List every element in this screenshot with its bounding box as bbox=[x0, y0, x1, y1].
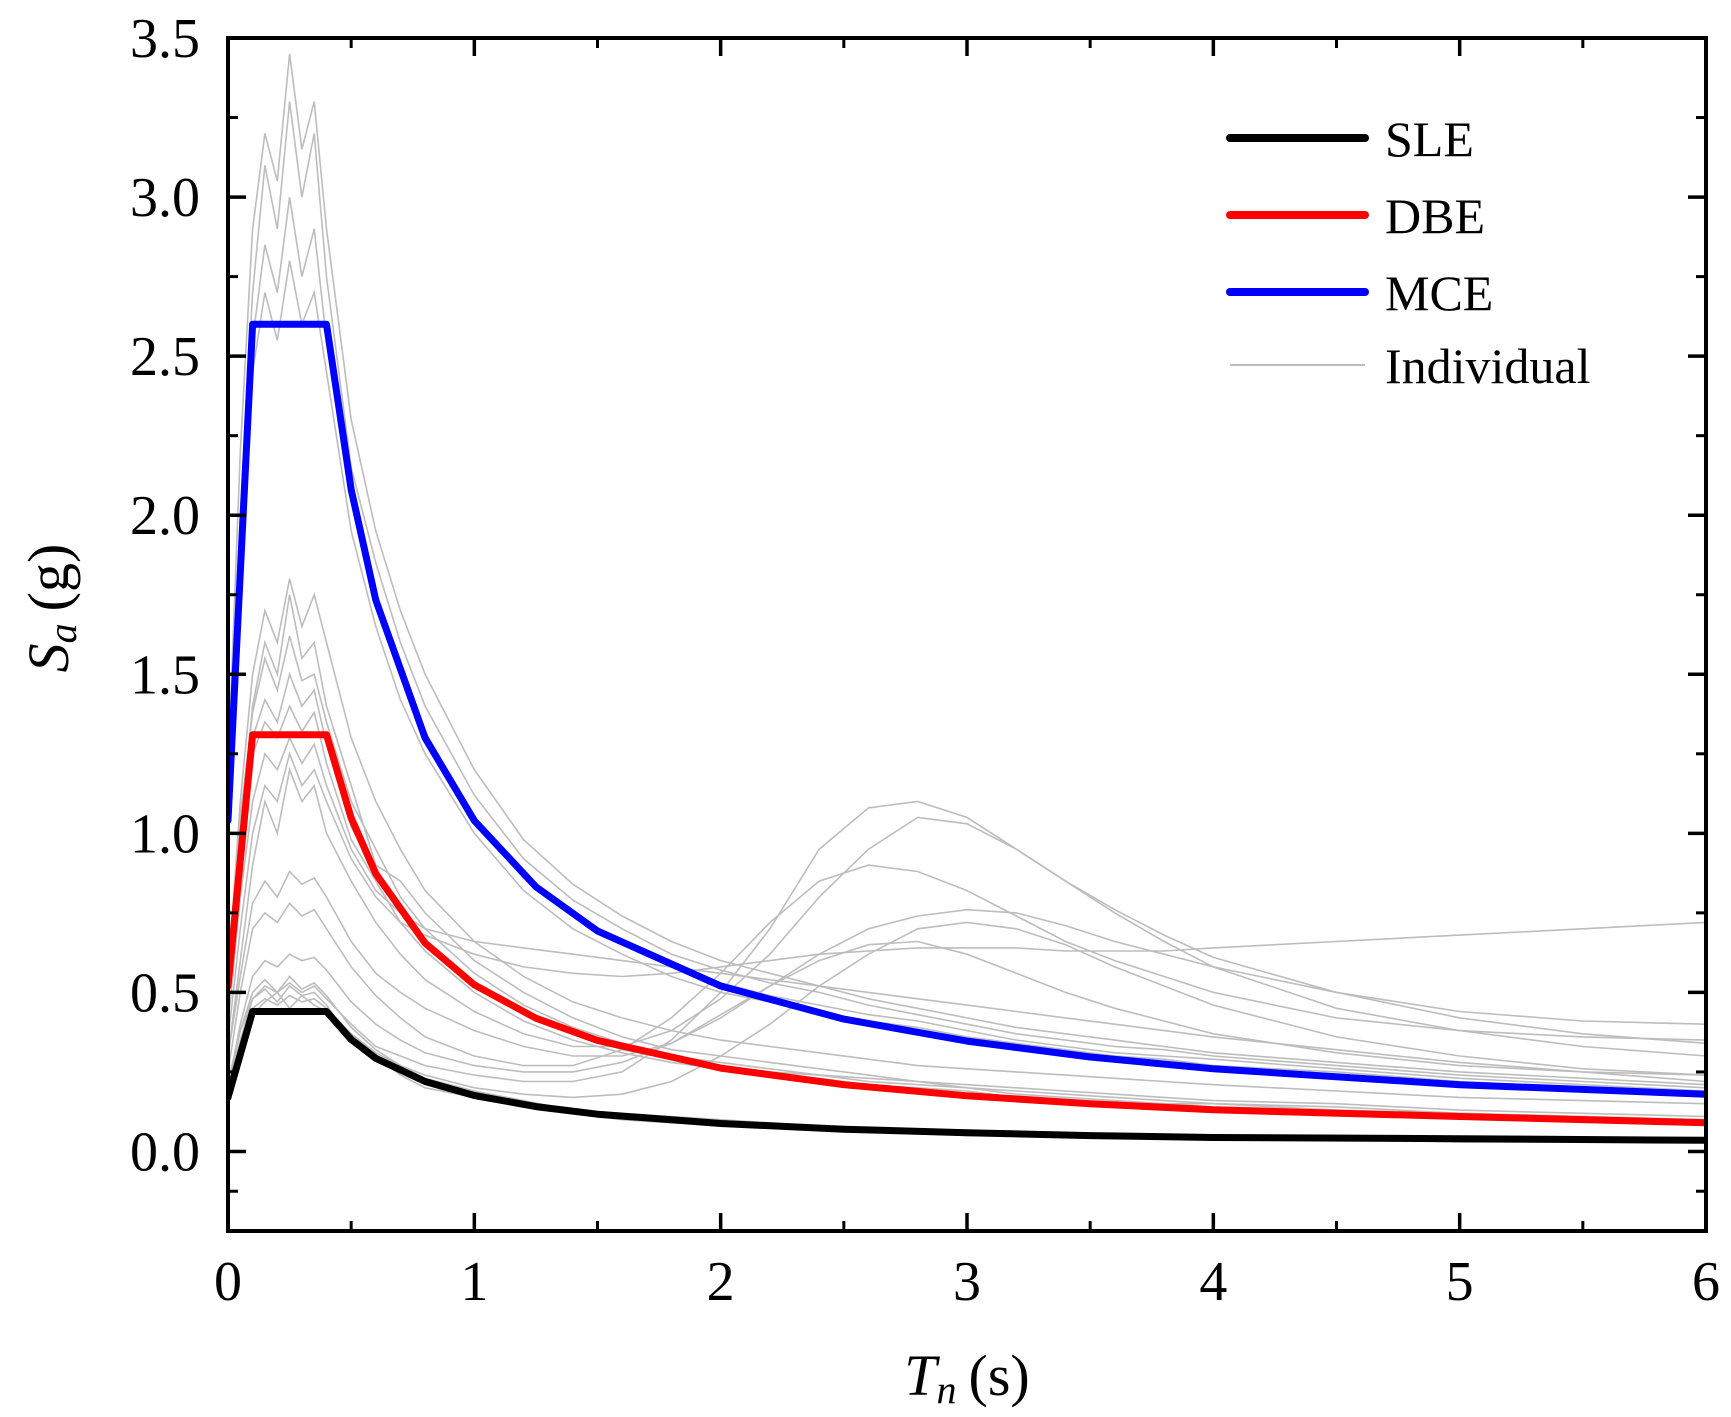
x-tick-label-0: 0 bbox=[214, 1251, 242, 1313]
individual-record-20 bbox=[228, 578, 1706, 1105]
x-axis-symbol: T bbox=[904, 1343, 940, 1408]
x-tick-label-4: 4 bbox=[1199, 1251, 1227, 1313]
y-tick-labels: 0.0 0.5 1.0 1.5 2.0 2.5 3.0 3.5 bbox=[130, 8, 200, 1183]
y-tick-label-3: 1.5 bbox=[130, 644, 200, 706]
x-tick-label-3: 3 bbox=[953, 1251, 981, 1313]
legend-label-individual: Individual bbox=[1385, 338, 1591, 394]
x-tick-labels: 0 1 2 3 4 5 6 bbox=[214, 1251, 1720, 1313]
individual-record-14 bbox=[228, 864, 1706, 1073]
individual-record-15 bbox=[228, 908, 1706, 1088]
individual-record-18 bbox=[228, 735, 1706, 1083]
individual-record-11 bbox=[228, 53, 1706, 1086]
y-tick-label-1: 0.5 bbox=[130, 962, 200, 1024]
legend: SLE DBE MCE Individual bbox=[1226, 111, 1591, 394]
individual-records bbox=[228, 53, 1706, 1143]
individual-record-9 bbox=[228, 101, 1706, 1089]
individual-record-12 bbox=[228, 800, 1706, 1088]
y-tick-label-7: 3.5 bbox=[130, 8, 200, 70]
individual-record-17 bbox=[228, 921, 1706, 1099]
y-axis-unit: (g) bbox=[16, 544, 81, 612]
x-axis-unit: (s) bbox=[969, 1343, 1030, 1408]
axis-ticks bbox=[226, 36, 1708, 1231]
y-axis-subscript: a bbox=[40, 623, 85, 643]
individual-record-7 bbox=[228, 594, 1706, 1118]
series-line-sle bbox=[228, 1008, 1706, 1144]
y-tick-label-5: 2.5 bbox=[130, 326, 200, 388]
y-axis-symbol: S bbox=[16, 643, 81, 672]
y-tick-label-6: 3.0 bbox=[130, 167, 200, 229]
legend-label-sle: SLE bbox=[1385, 111, 1474, 167]
individual-record-10 bbox=[228, 260, 1706, 1095]
legend-label-dbe: DBE bbox=[1385, 188, 1485, 244]
x-axis-subscript: n bbox=[937, 1367, 957, 1412]
x-tick-label-6: 6 bbox=[1692, 1251, 1720, 1313]
y-tick-label-0: 0.0 bbox=[130, 1121, 200, 1183]
x-tick-label-2: 2 bbox=[707, 1251, 735, 1313]
design-spectra bbox=[228, 320, 1706, 1144]
x-axis-label: Tn (s) bbox=[904, 1343, 1029, 1412]
x-tick-label-5: 5 bbox=[1446, 1251, 1474, 1313]
individual-record-19 bbox=[228, 870, 1706, 1076]
series-line-dbe bbox=[228, 731, 1706, 1127]
individual-record-16 bbox=[228, 751, 1706, 1041]
series-line-mce bbox=[228, 320, 1706, 1098]
legend-label-mce: MCE bbox=[1385, 265, 1493, 321]
y-axis-label: Sa (g) bbox=[16, 544, 85, 673]
y-tick-label-2: 1.0 bbox=[130, 803, 200, 865]
x-tick-label-1: 1 bbox=[460, 1251, 488, 1313]
y-tick-label-4: 2.0 bbox=[130, 485, 200, 547]
